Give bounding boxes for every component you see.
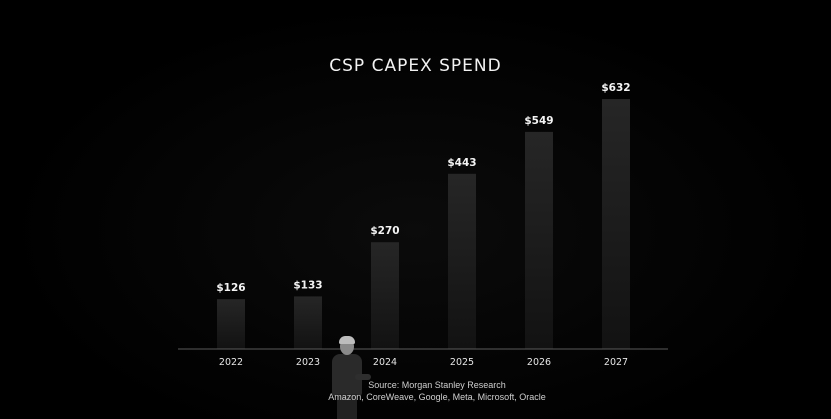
x-tick-label-2022: 2022 <box>219 357 243 368</box>
bar-2023 <box>294 296 322 349</box>
source-citation: Source: Morgan Stanley Research <box>368 380 506 390</box>
value-label-2023: $133 <box>293 279 322 291</box>
x-axis-ticks: 2022 2023 2024 2025 2026 2027 <box>219 357 628 368</box>
value-label-2026: $549 <box>524 115 553 127</box>
bars-layer <box>217 99 630 349</box>
bar-2027 <box>602 99 630 349</box>
x-tick-label-2024: 2024 <box>373 357 397 368</box>
bar-2022 <box>217 299 245 349</box>
x-tick-label-2023: 2023 <box>296 357 320 368</box>
presenter-legs <box>337 394 357 419</box>
value-label-2022: $126 <box>216 282 245 294</box>
bar-2025 <box>448 173 476 349</box>
labels-layer: $126 $133 $270 $443 $549 $632 <box>216 82 630 294</box>
presenter-hair <box>339 336 355 344</box>
source-companies: Amazon, CoreWeave, Google, Meta, Microso… <box>328 392 546 402</box>
value-label-2024: $270 <box>370 225 399 237</box>
x-tick-label-2026: 2026 <box>527 357 551 368</box>
presenter-arm <box>355 374 371 380</box>
x-tick-label-2025: 2025 <box>450 357 474 368</box>
bar-2026 <box>525 131 553 349</box>
chart-title: CSP CAPEX SPEND <box>329 56 502 76</box>
presenter-figure <box>329 336 371 419</box>
x-tick-label-2027: 2027 <box>604 357 628 368</box>
value-label-2027: $632 <box>601 82 630 94</box>
bar-2024 <box>371 242 399 349</box>
value-label-2025: $443 <box>447 157 476 169</box>
